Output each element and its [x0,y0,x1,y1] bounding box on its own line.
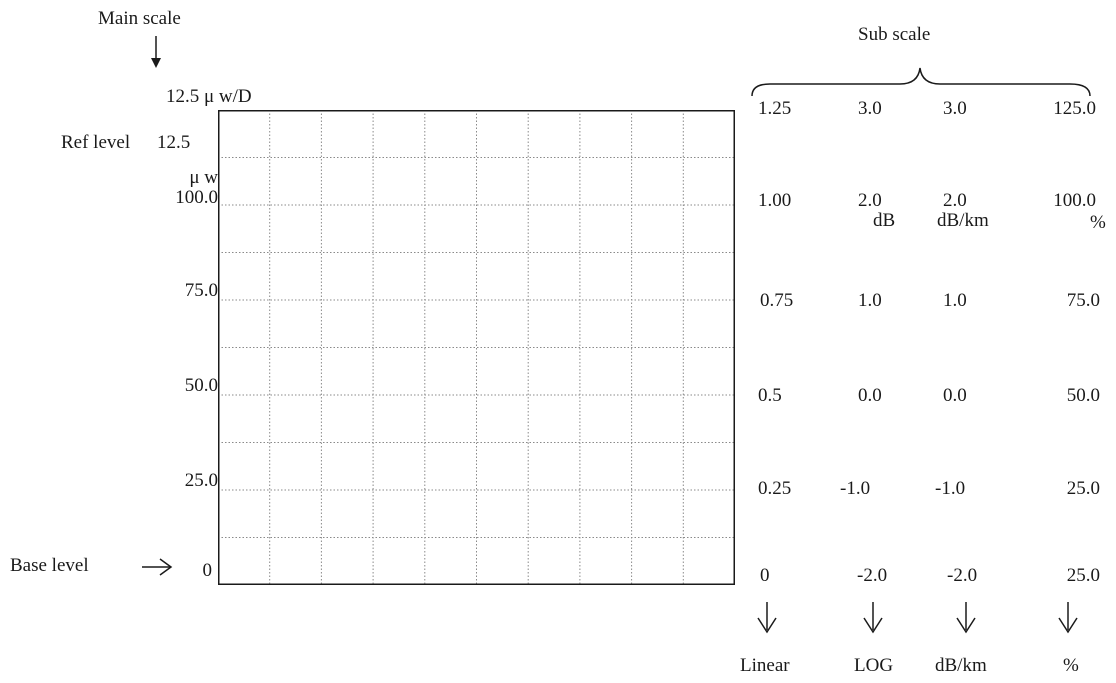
ref-level-label: Ref level [61,132,131,153]
percent-value: 125.0 [1053,98,1096,119]
log-value: 3.0 [858,98,882,119]
percent-value: 75.0 [1066,290,1100,311]
dbkm-arrow-icon [956,602,976,634]
log-value: -1.0 [840,478,871,499]
linear-value: 1.00 [758,190,792,211]
percent-value: 25.0 [1066,478,1100,499]
dbkm-value: -1.0 [935,478,966,499]
main-scale-title: Main scale [98,8,181,29]
linear-mode-label: Linear [740,655,790,676]
base-level-arrow-icon [142,558,173,576]
scale-division-label: 12.5 μ w/D [166,86,252,107]
percent-mode-label: % [1063,655,1079,676]
dbkm-unit: dB/km [937,210,989,231]
dbkm-value: 3.0 [943,98,967,119]
linear-value: 0 [760,565,770,586]
log-arrow-icon [863,602,883,634]
dbkm-mode-label: dB/km [935,655,987,676]
dbkm-value: 1.0 [943,290,967,311]
main-tick-label: 50.0 [184,375,218,396]
log-value: 2.0 [858,190,882,211]
main-tick-label: 100.0 [175,187,218,208]
log-value: -2.0 [857,565,888,586]
dbkm-value: 2.0 [943,190,967,211]
linear-value: 0.25 [758,478,792,499]
log-mode-label: LOG [854,655,894,676]
main-tick-label: 25.0 [184,470,218,491]
sub-scale-brace-icon [751,67,1091,97]
linear-value: 0.75 [760,290,794,311]
main-tick-label: 75.0 [184,280,218,301]
dbkm-value: -2.0 [947,565,978,586]
ref-level-value: 12.5 [157,132,191,153]
main-tick-label: 0 [202,560,213,581]
sub-scale-title: Sub scale [858,24,931,45]
percent-value: 100.0 [1053,190,1096,211]
grid-frame [218,110,735,585]
linear-value: 0.5 [758,385,782,406]
log-value: 0.0 [858,385,882,406]
measurement-grid [218,110,735,585]
main-scale-arrow-icon [151,36,161,68]
log-value: 1.0 [858,290,882,311]
base-level-label: Base level [10,555,89,576]
percent-value: 25.0 [1066,565,1100,586]
linear-value: 1.25 [758,98,792,119]
unit-label: μ w [189,167,218,188]
log-unit: dB [873,210,896,231]
dbkm-value: 0.0 [943,385,967,406]
linear-arrow-icon [757,602,777,634]
percent-arrow-icon [1058,602,1078,634]
percent-value: 50.0 [1066,385,1100,406]
percent-unit: % [1090,212,1106,233]
